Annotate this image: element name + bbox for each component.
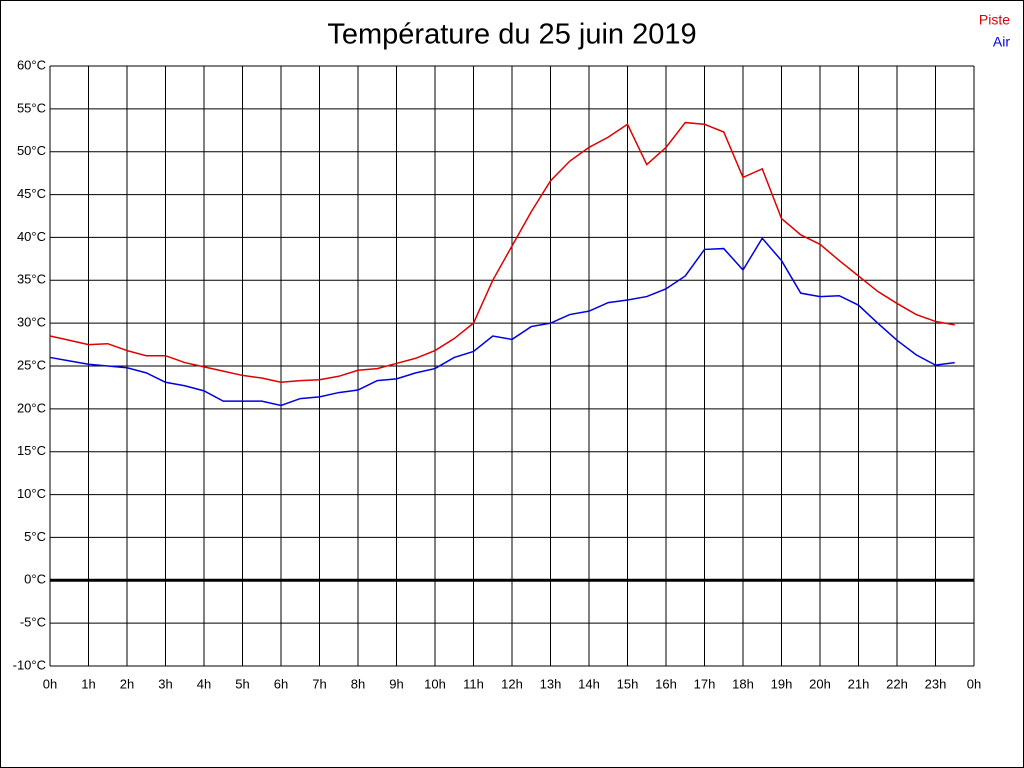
x-tick-label: 17h [694, 676, 716, 691]
y-tick-label: 30°C [17, 315, 46, 330]
x-tick-label: 8h [351, 676, 365, 691]
y-tick-label: 55°C [17, 100, 46, 115]
y-tick-label: 45°C [17, 186, 46, 201]
x-tick-label: 3h [158, 676, 172, 691]
x-tick-label: 0h [967, 676, 981, 691]
x-tick-label: 6h [274, 676, 288, 691]
x-tick-label: 23h [925, 676, 947, 691]
y-tick-label: -10°C [13, 657, 46, 672]
y-tick-label: 5°C [24, 529, 46, 544]
x-tick-label: 10h [424, 676, 446, 691]
x-tick-label: 21h [848, 676, 870, 691]
x-tick-label: 9h [389, 676, 403, 691]
x-tick-label: 22h [886, 676, 908, 691]
x-tick-label: 16h [655, 676, 677, 691]
x-tick-label: 7h [312, 676, 326, 691]
x-tick-label: 20h [809, 676, 831, 691]
y-tick-label: 20°C [17, 400, 46, 415]
legend-entry: Air [993, 34, 1010, 50]
y-tick-label: 50°C [17, 143, 46, 158]
y-tick-label: 10°C [17, 486, 46, 501]
series-line [49, 237, 955, 407]
x-tick-label: 0h [43, 676, 57, 691]
y-tick-label: 0°C [24, 572, 46, 587]
y-tick-label: 15°C [17, 443, 46, 458]
x-tick-label: 1h [81, 676, 95, 691]
x-tick-label: 15h [617, 676, 639, 691]
chart-title: Température du 25 juin 2019 [327, 19, 696, 51]
x-tick-label: 12h [501, 676, 523, 691]
x-tick-label: 11h [463, 676, 484, 691]
x-tick-label: 18h [732, 676, 754, 691]
x-tick-label: 14h [578, 676, 600, 691]
y-tick-label: 35°C [17, 272, 46, 287]
x-tick-label: 19h [771, 676, 793, 691]
x-tick-label: 5h [235, 676, 249, 691]
series-line [49, 121, 955, 384]
y-tick-label: 25°C [17, 357, 46, 372]
y-tick-label: -5°C [20, 615, 46, 630]
legend-entry: Piste [979, 12, 1010, 28]
x-tick-label: 2h [120, 676, 134, 691]
y-tick-label: 60°C [17, 57, 46, 72]
x-tick-label: 13h [540, 676, 562, 691]
x-tick-label: 4h [197, 676, 211, 691]
y-tick-label: 40°C [17, 229, 46, 244]
